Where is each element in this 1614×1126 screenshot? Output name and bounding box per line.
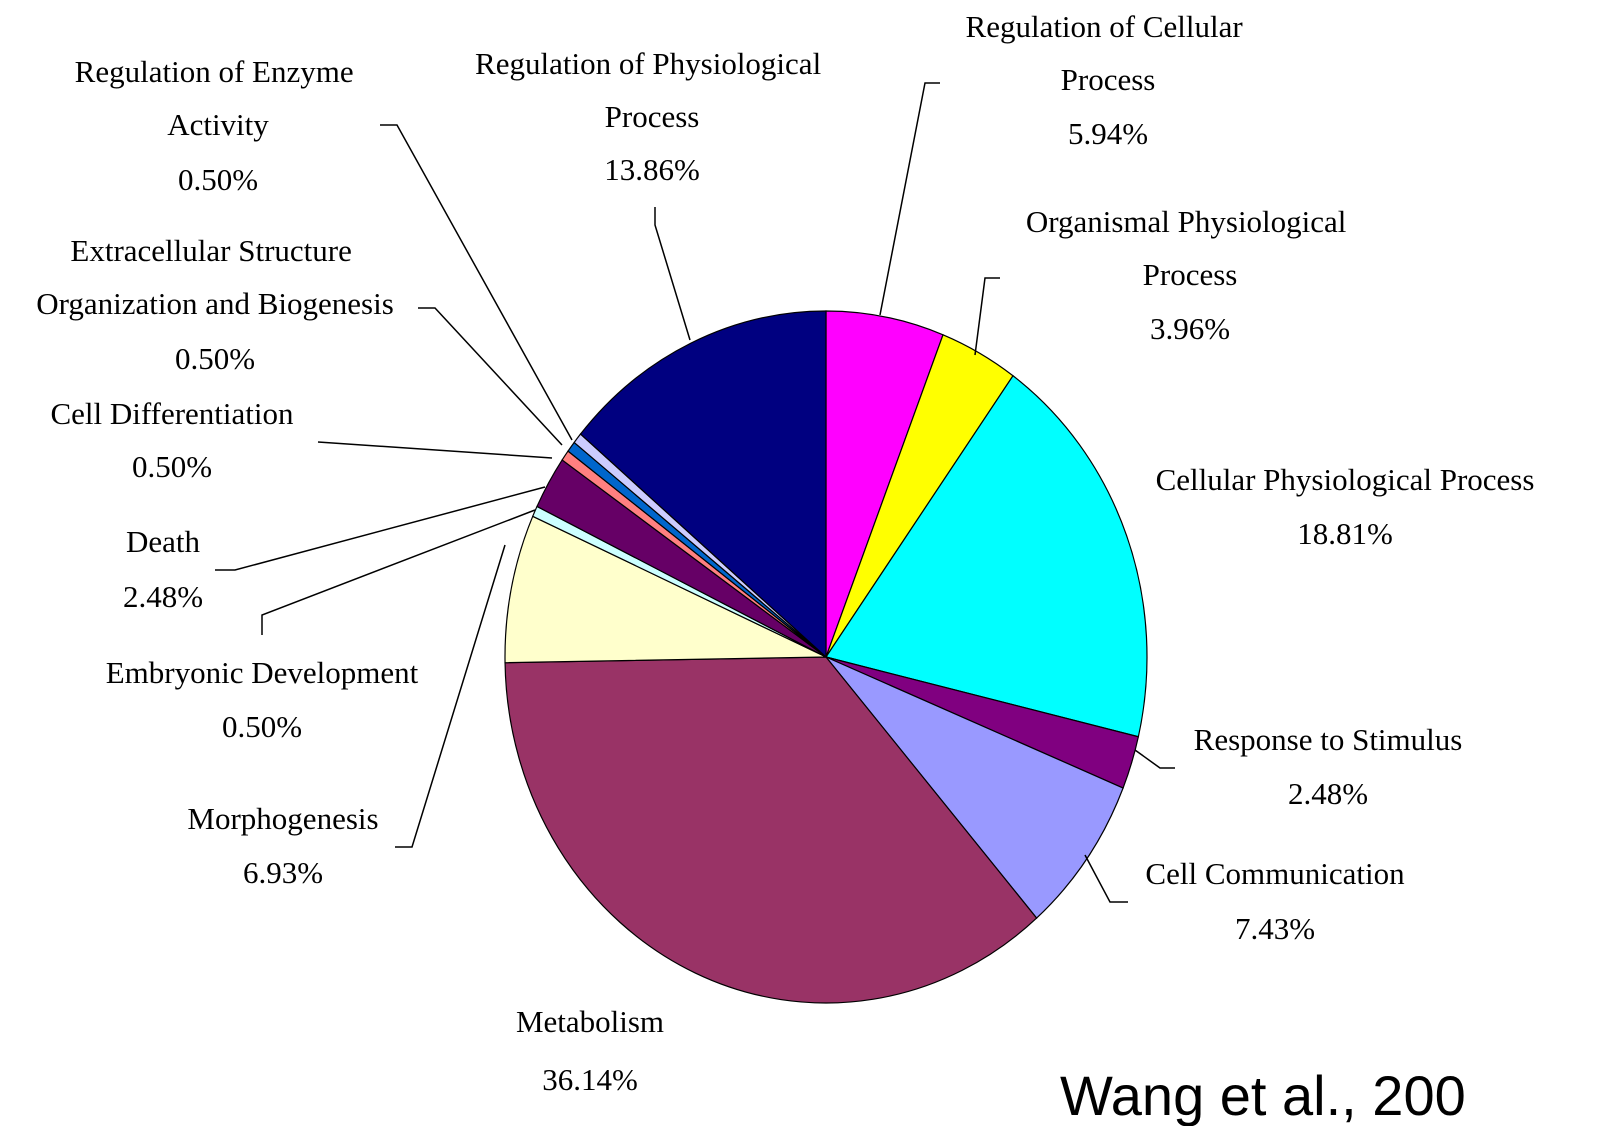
slice-label: Response to Stimulus [1194, 722, 1463, 757]
value-label: 2.48% [1288, 776, 1368, 811]
leader-line [1134, 749, 1175, 769]
slice-label: Organismal Physiological Process [1026, 204, 1354, 292]
leader-line [1084, 854, 1128, 903]
leader-line [317, 441, 553, 459]
pie-slice [579, 310, 827, 659]
value-label: 3.96% [1150, 311, 1230, 346]
value-label: 18.81% [1297, 516, 1393, 551]
pie-slice [825, 374, 1148, 738]
pie-slice [825, 310, 944, 658]
slice-label: Morphogenesis [187, 801, 378, 836]
slice-label: Cell Communication [1145, 856, 1405, 891]
value-label: 0.50% [222, 709, 302, 744]
leader-line [380, 124, 573, 441]
leader-line [879, 82, 940, 316]
value-label: 7.43% [1235, 911, 1315, 946]
pie-slice [504, 515, 827, 664]
slice-label: Extracellular Structure Organization and… [36, 233, 394, 321]
slice-label: Regulation of Physiological Process [475, 46, 829, 134]
value-label: 0.50% [178, 162, 258, 197]
value-label: 36.14% [542, 1062, 638, 1097]
leader-line [395, 544, 506, 848]
slice-label: Embryonic Development [106, 655, 419, 690]
leader-line [418, 307, 563, 446]
value-label: 6.93% [243, 855, 323, 890]
value-label: 5.94% [1068, 116, 1148, 151]
slice-label: Regulation of Cellular Process [966, 9, 1251, 97]
slice-label: Cellular Physiological Process [1156, 462, 1535, 497]
leader-line [261, 509, 536, 635]
slice-label: Death [126, 524, 201, 559]
leader-line [215, 486, 546, 571]
slice-label: Cell Differentiation [50, 396, 294, 431]
value-label: 2.48% [123, 579, 203, 614]
value-label: 13.86% [604, 152, 700, 187]
slice-label: Metabolism [516, 1004, 664, 1039]
pie-slice [504, 656, 1038, 1004]
citation: Wang et al., 200 [1060, 1064, 1466, 1126]
value-label: 0.50% [175, 341, 255, 376]
leader-line [974, 277, 1000, 356]
leader-line [654, 207, 691, 341]
value-label: 0.50% [132, 449, 212, 484]
slice-label: Regulation of Enzyme Activity [75, 54, 362, 142]
